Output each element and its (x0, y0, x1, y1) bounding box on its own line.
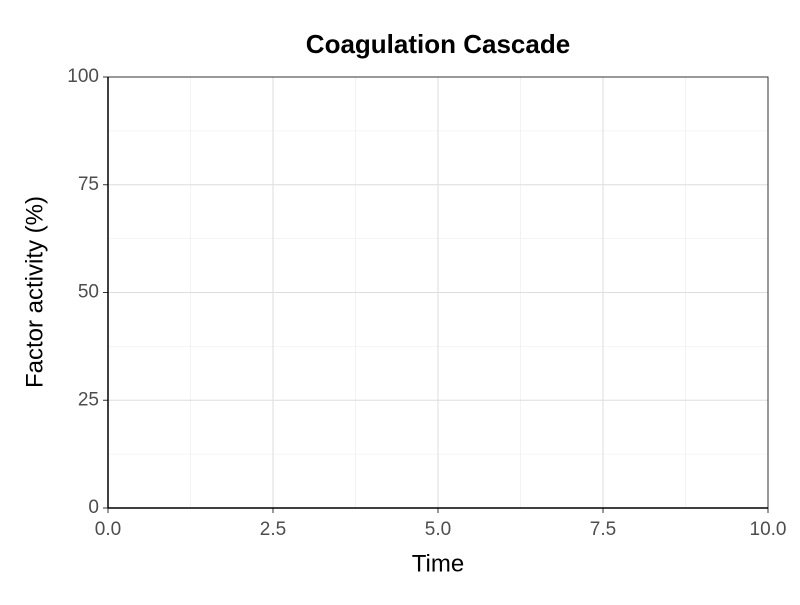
y-tick-label: 50 (78, 282, 99, 303)
x-tick-label: 7.5 (590, 519, 616, 540)
y-axis-label: Factor activity (%) (21, 196, 48, 388)
x-tick-label: 5.0 (425, 519, 451, 540)
y-tick-label: 0 (88, 497, 99, 518)
x-tick-label: 10.0 (750, 519, 787, 540)
y-tick-label: 100 (67, 66, 99, 87)
y-tick-label: 75 (78, 174, 99, 195)
x-axis-label: Time (412, 550, 464, 577)
x-tick-label: 2.5 (260, 519, 286, 540)
x-tick-label: 0.0 (95, 519, 121, 540)
chart-title: Coagulation Cascade (306, 29, 570, 59)
y-tick-label: 25 (78, 389, 99, 410)
